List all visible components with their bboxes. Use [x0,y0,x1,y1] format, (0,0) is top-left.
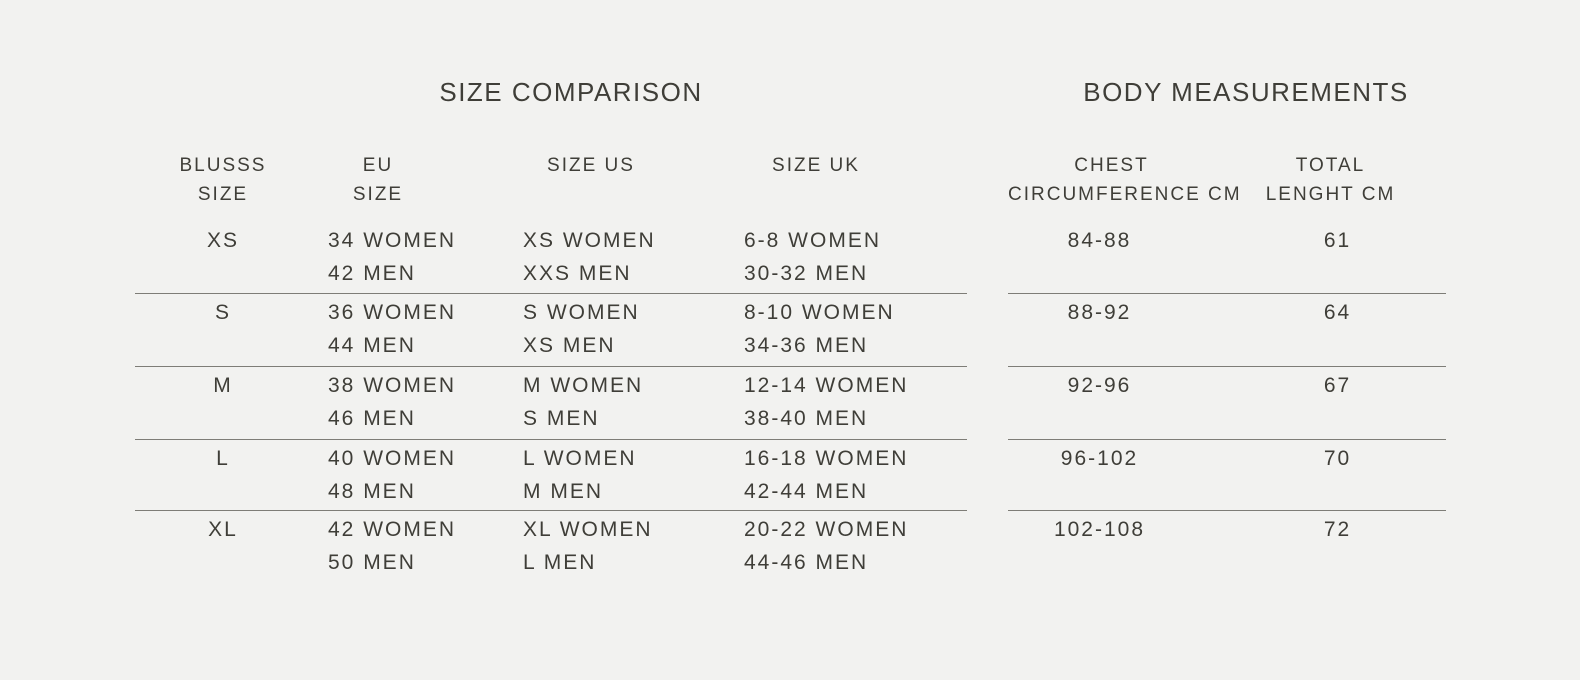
header-line: CHEST [1074,155,1149,176]
cell-eu-size: 38 WOMEN 46 MEN [311,369,457,439]
cell-line-women: 34 WOMEN [328,229,457,252]
header-line: SIZE US [547,155,635,176]
column-header-blusss-size: BLUSSS SIZE [135,151,311,209]
cell-line-women: 8-10 WOMEN [744,301,895,324]
table-row: 96-102 70 [1008,440,1446,511]
cell-line-women: 40 WOMEN [328,447,457,470]
cell-line-men: 44 MEN [328,334,416,357]
size-comparison-title: SIZE COMPARISON [439,77,703,107]
header-line: EU [362,155,394,176]
cell-size-uk: 20-22 WOMEN 44-46 MEN [737,513,909,591]
table-row-l: L 40 WOMEN 48 MEN L WOMEN M MEN 16-18 WO… [135,440,967,511]
cell-line-men: S MEN [523,407,600,430]
table-row-xl: XL 42 WOMEN 50 MEN XL WOMEN L MEN 20-22 … [135,511,967,591]
cell-line-men: 48 MEN [328,480,416,503]
cell-line-men: L MEN [523,551,597,574]
header-line: SIZE [352,184,404,205]
size-comparison-rows: XS 34 WOMEN 42 MEN XS WOMEN XXS MEN 6-8 … [135,222,967,591]
cell-total-length: 61 [1323,229,1352,252]
column-header-chest-circumference: CHEST CIRCUMFERENCE CM [1008,151,1242,209]
cell-blusss-size: S [214,301,231,324]
header-line: BLUSSS [179,155,267,176]
cell-line-men: 50 MEN [328,551,416,574]
cell-total-length: 64 [1323,301,1352,324]
cell-line-men: 44-46 MEN [744,551,869,574]
column-header-eu-size: EU SIZE [311,151,445,209]
header-line: SIZE [197,184,249,205]
cell-eu-size: 40 WOMEN 48 MEN [311,442,457,510]
cell-line-men: 42 MEN [328,262,416,285]
size-comparison-table: SIZE COMPARISON BLUSSS SIZE EU SIZE SIZE… [135,78,967,591]
cell-line-women: 42 WOMEN [328,518,457,541]
body-measurements-header-row: CHEST CIRCUMFERENCE CM TOTAL LENGHT CM [1008,151,1446,209]
cell-line-men: M MEN [523,480,603,503]
cell-size-uk: 16-18 WOMEN 42-44 MEN [737,442,909,510]
table-row-m: M 38 WOMEN 46 MEN M WOMEN S MEN 12-14 WO… [135,367,967,440]
table-row: 88-92 64 [1008,294,1446,367]
cell-size-us: L WOMEN M MEN [445,442,737,510]
cell-chest-circumference: 92-96 [1067,374,1132,397]
cell-eu-size: 42 WOMEN 50 MEN [311,513,457,591]
cell-line-men: 30-32 MEN [744,262,869,285]
column-header-size-uk: SIZE UK [737,151,895,209]
cell-chest-circumference: 84-88 [1067,229,1132,252]
cell-size-us: M WOMEN S MEN [445,369,737,439]
cell-eu-size: 34 WOMEN 42 MEN [311,224,457,293]
cell-line-women: 20-22 WOMEN [744,518,909,541]
cell-line-women: L WOMEN [523,447,637,470]
cell-line-men: XS MEN [523,334,616,357]
cell-chest-circumference: 102-108 [1053,518,1146,541]
cell-line-women: XS WOMEN [523,229,656,252]
table-row-xs: XS 34 WOMEN 42 MEN XS WOMEN XXS MEN 6-8 … [135,222,967,294]
header-line: LENGHT CM [1265,184,1396,205]
table-row-s: S 36 WOMEN 44 MEN S WOMEN XS MEN 8-10 WO… [135,294,967,367]
body-measurements-table: BODY MEASUREMENTS CHEST CIRCUMFERENCE CM… [1008,78,1446,591]
cell-line-women: M WOMEN [523,374,644,397]
cell-total-length: 72 [1323,518,1352,541]
cell-size-uk: 8-10 WOMEN 34-36 MEN [737,296,895,366]
cell-total-length: 67 [1323,374,1352,397]
cell-chest-circumference: 88-92 [1067,301,1132,324]
cell-size-us: XS WOMEN XXS MEN [445,224,737,293]
cell-blusss-size: XS [206,229,239,252]
cell-eu-size: 36 WOMEN 44 MEN [311,296,457,366]
cell-line-women: 16-18 WOMEN [744,447,909,470]
cell-line-women: 36 WOMEN [328,301,457,324]
cell-line-women: S WOMEN [523,301,640,324]
cell-size-us: XL WOMEN L MEN [445,513,737,591]
cell-blusss-size: XL [208,518,238,541]
cell-size-uk: 6-8 WOMEN 30-32 MEN [737,224,895,293]
cell-total-length: 70 [1323,447,1352,470]
header-line: CIRCUMFERENCE CM [1008,184,1242,205]
table-row: 92-96 67 [1008,367,1446,440]
cell-line-men: 34-36 MEN [744,334,869,357]
body-measurements-title: BODY MEASUREMENTS [1083,77,1409,107]
cell-size-uk: 12-14 WOMEN 38-40 MEN [737,369,909,439]
size-comparison-header-row: BLUSSS SIZE EU SIZE SIZE US SIZE UK [135,151,967,209]
cell-line-men: 42-44 MEN [744,480,869,503]
table-row: 84-88 61 [1008,222,1446,294]
cell-size-us: S WOMEN XS MEN [445,296,737,366]
cell-line-men: 46 MEN [328,407,416,430]
body-measurements-rows: 84-88 61 88-92 64 92-96 67 96-102 70 102… [1008,222,1446,591]
cell-line-women: XL WOMEN [523,518,653,541]
column-header-total-length: TOTAL LENGHT CM [1215,151,1446,209]
cell-chest-circumference: 96-102 [1060,447,1139,470]
cell-line-women: 38 WOMEN [328,374,457,397]
cell-blusss-size: M [213,374,233,397]
cell-line-women: 6-8 WOMEN [744,229,882,252]
cell-line-men: 38-40 MEN [744,407,869,430]
cell-line-women: 12-14 WOMEN [744,374,909,397]
header-line: SIZE UK [772,155,860,176]
column-header-size-us: SIZE US [445,151,737,209]
cell-blusss-size: L [216,447,230,470]
header-line: TOTAL [1295,155,1366,176]
cell-line-men: XXS MEN [523,262,632,285]
table-row: 102-108 72 [1008,511,1446,591]
